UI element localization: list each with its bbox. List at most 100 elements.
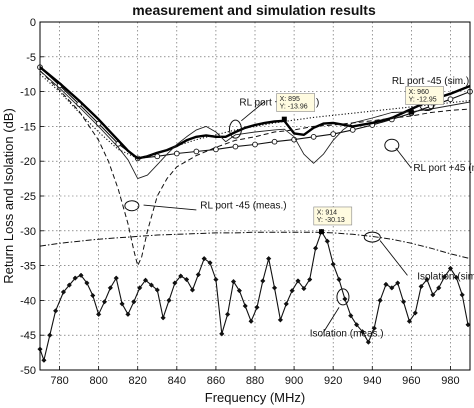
datatip-box: [313, 206, 353, 226]
series-6: [39, 231, 471, 260]
data-point: [330, 261, 336, 267]
data-point: [242, 303, 248, 309]
data-point: [232, 143, 239, 150]
data-point: [193, 148, 200, 155]
datatip-box: [276, 93, 315, 112]
annotation-arrow: [323, 307, 340, 333]
y-tick-label: -20: [20, 156, 36, 168]
data-point: [72, 275, 78, 281]
data-point: [289, 288, 295, 294]
data-point: [195, 271, 201, 278]
annotation: Isolation (meas.): [310, 288, 384, 340]
data-point: [271, 138, 278, 145]
annotation-label: Isolation (meas.): [310, 329, 384, 340]
series-3-line: [39, 70, 471, 180]
data-point: [248, 318, 254, 324]
annotation: RL port -45 (meas.): [124, 200, 287, 212]
data-point: [47, 332, 53, 338]
y-tick-label: -45: [20, 330, 36, 342]
data-point: [353, 322, 360, 328]
data-point: [166, 297, 172, 304]
data-point: [142, 277, 149, 283]
data-point: [283, 301, 289, 307]
data-point: [213, 146, 219, 153]
data-point: [154, 287, 160, 293]
datatip-y: Y: -30.13: [317, 217, 345, 224]
data-point: [312, 245, 319, 251]
data-point: [349, 127, 356, 133]
x-tick-label: 980: [441, 375, 459, 387]
data-point: [310, 133, 317, 140]
x-axis-label: Frequency (MHz): [205, 390, 305, 405]
x-tick-label: 820: [129, 375, 147, 387]
x-tick-label: 840: [168, 375, 186, 387]
datatip-x: X: 960: [409, 89, 429, 96]
y-tick-label: -40: [20, 295, 36, 307]
annotation-arrow: [143, 204, 197, 211]
data-point: [183, 276, 190, 283]
annotation-arrow: [241, 100, 266, 122]
data-point: [277, 317, 284, 323]
data-point: [430, 292, 436, 298]
datatip-y: Y: -13.96: [280, 104, 308, 111]
datatip-box: [405, 86, 444, 105]
annotations: RL port +45 (sim.)RL port -45 (sim.)RL p…: [124, 76, 474, 340]
series-5: [39, 73, 471, 159]
data-point: [307, 276, 313, 283]
series-2: [39, 66, 471, 160]
data-point: [377, 297, 383, 304]
datatip-x: X: 895: [280, 96, 300, 103]
tick-labels: 780 800 820 840 860 880 900 920 940 960 980 0 -5 -10 -…: [20, 17, 460, 387]
data-point: [406, 318, 413, 324]
data-point: [107, 285, 114, 291]
x-tick-label: 800: [89, 375, 107, 387]
data-point: [260, 278, 266, 284]
data-point: [178, 273, 184, 279]
data-point: [84, 280, 90, 286]
annotation-label: RL port -45 (sim.): [392, 76, 469, 87]
data-point: [230, 278, 237, 285]
series-3: [39, 70, 471, 180]
data-point: [330, 131, 337, 137]
annotation: RL port +45 (meas.): [384, 138, 474, 174]
series-4-line: [39, 70, 471, 267]
data-point: [137, 285, 143, 291]
data-point: [189, 287, 196, 293]
annotation-label: RL port +45 (meas.): [413, 163, 474, 174]
data-point: [66, 282, 72, 288]
data-point: [447, 265, 454, 272]
data-point: [365, 339, 372, 345]
annotation-ellipse: [124, 200, 140, 212]
data-point: [113, 275, 119, 281]
data-point: [424, 276, 430, 283]
y-tick-label: -15: [20, 121, 36, 133]
y-tick-label: -10: [20, 87, 36, 99]
data-point: [201, 255, 207, 262]
y-axis-label: Return Loss and Isolation (dB): [1, 108, 16, 284]
datatip-marker: [408, 109, 414, 115]
y-tick-label: -35: [20, 261, 36, 273]
data-point: [252, 141, 258, 148]
data-point: [90, 292, 96, 299]
y-tick-label: -50: [20, 365, 36, 377]
datatip-marker: [281, 116, 287, 122]
annotation-ellipse: [336, 288, 350, 306]
annotation-ellipse: [228, 119, 242, 139]
annotation-arrow: [379, 240, 408, 276]
data-point: [148, 282, 155, 288]
y-tick-label: -30: [20, 226, 36, 238]
x-tick-label: 900: [285, 375, 303, 387]
x-tick-label: 920: [324, 375, 342, 387]
y-tick-label: 0: [30, 17, 36, 29]
data-point: [125, 311, 131, 317]
data-point: [359, 329, 366, 335]
data-point: [295, 278, 301, 284]
data-point: [173, 150, 180, 157]
data-point: [219, 331, 225, 337]
x-tick-label: 780: [50, 375, 68, 387]
datatip-y: Y: -12.95: [409, 97, 437, 104]
data-point: [207, 260, 213, 266]
data-point: [254, 304, 260, 311]
